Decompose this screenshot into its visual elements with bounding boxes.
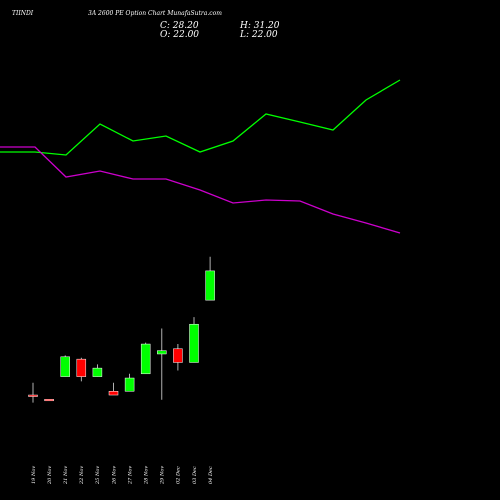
candle-body bbox=[124, 377, 135, 392]
high-readout: H: 31.20 bbox=[239, 21, 280, 31]
candle-body bbox=[189, 323, 199, 363]
x-tick-label: 19 Nov bbox=[31, 466, 37, 484]
x-tick-label: 03 Dec bbox=[192, 466, 198, 484]
open-readout: O: 22.00 bbox=[160, 30, 199, 40]
candle-body bbox=[76, 358, 87, 377]
x-tick-label: 22 Nov bbox=[79, 466, 85, 485]
candle-body bbox=[108, 391, 119, 396]
x-tick-label: 20 Nov bbox=[47, 466, 53, 485]
x-tick-label: 25 Nov bbox=[95, 466, 101, 485]
candles-group bbox=[28, 256, 215, 403]
x-axis-ticks: 19 Nov 20 Nov 21 Nov 22 Nov 25 Nov 26 Nov 27 N… bbox=[31, 466, 214, 485]
candle-body bbox=[140, 343, 151, 375]
close-readout: C: 28.20 bbox=[160, 21, 199, 31]
candle-body bbox=[60, 356, 70, 377]
x-tick-label: 26 Nov bbox=[111, 466, 117, 485]
indicator-lines bbox=[0, 79, 401, 234]
candle-body bbox=[92, 367, 103, 377]
candle-body bbox=[205, 270, 215, 301]
chart-title-left: TIINDI bbox=[12, 10, 34, 17]
candle-body bbox=[173, 348, 183, 363]
x-tick-label: 02 Dec bbox=[176, 466, 182, 484]
chart-title-right: 3A 2600 PE Option Chart MunafaSutra.com bbox=[88, 10, 222, 17]
x-tick-label: 29 Nov bbox=[160, 466, 166, 485]
x-tick-label: 28 Nov bbox=[144, 466, 150, 485]
indicator-line-2 bbox=[0, 146, 401, 234]
indicator-line-1 bbox=[0, 79, 401, 156]
candle-body bbox=[157, 350, 167, 355]
x-tick-label: 21 Nov bbox=[63, 466, 69, 485]
low-readout: L: 22.00 bbox=[239, 30, 278, 40]
candle-body bbox=[44, 399, 54, 402]
candle-body bbox=[28, 394, 38, 397]
x-tick-label: 27 Nov bbox=[127, 466, 133, 485]
x-tick-label: 04 Dec bbox=[208, 466, 214, 484]
